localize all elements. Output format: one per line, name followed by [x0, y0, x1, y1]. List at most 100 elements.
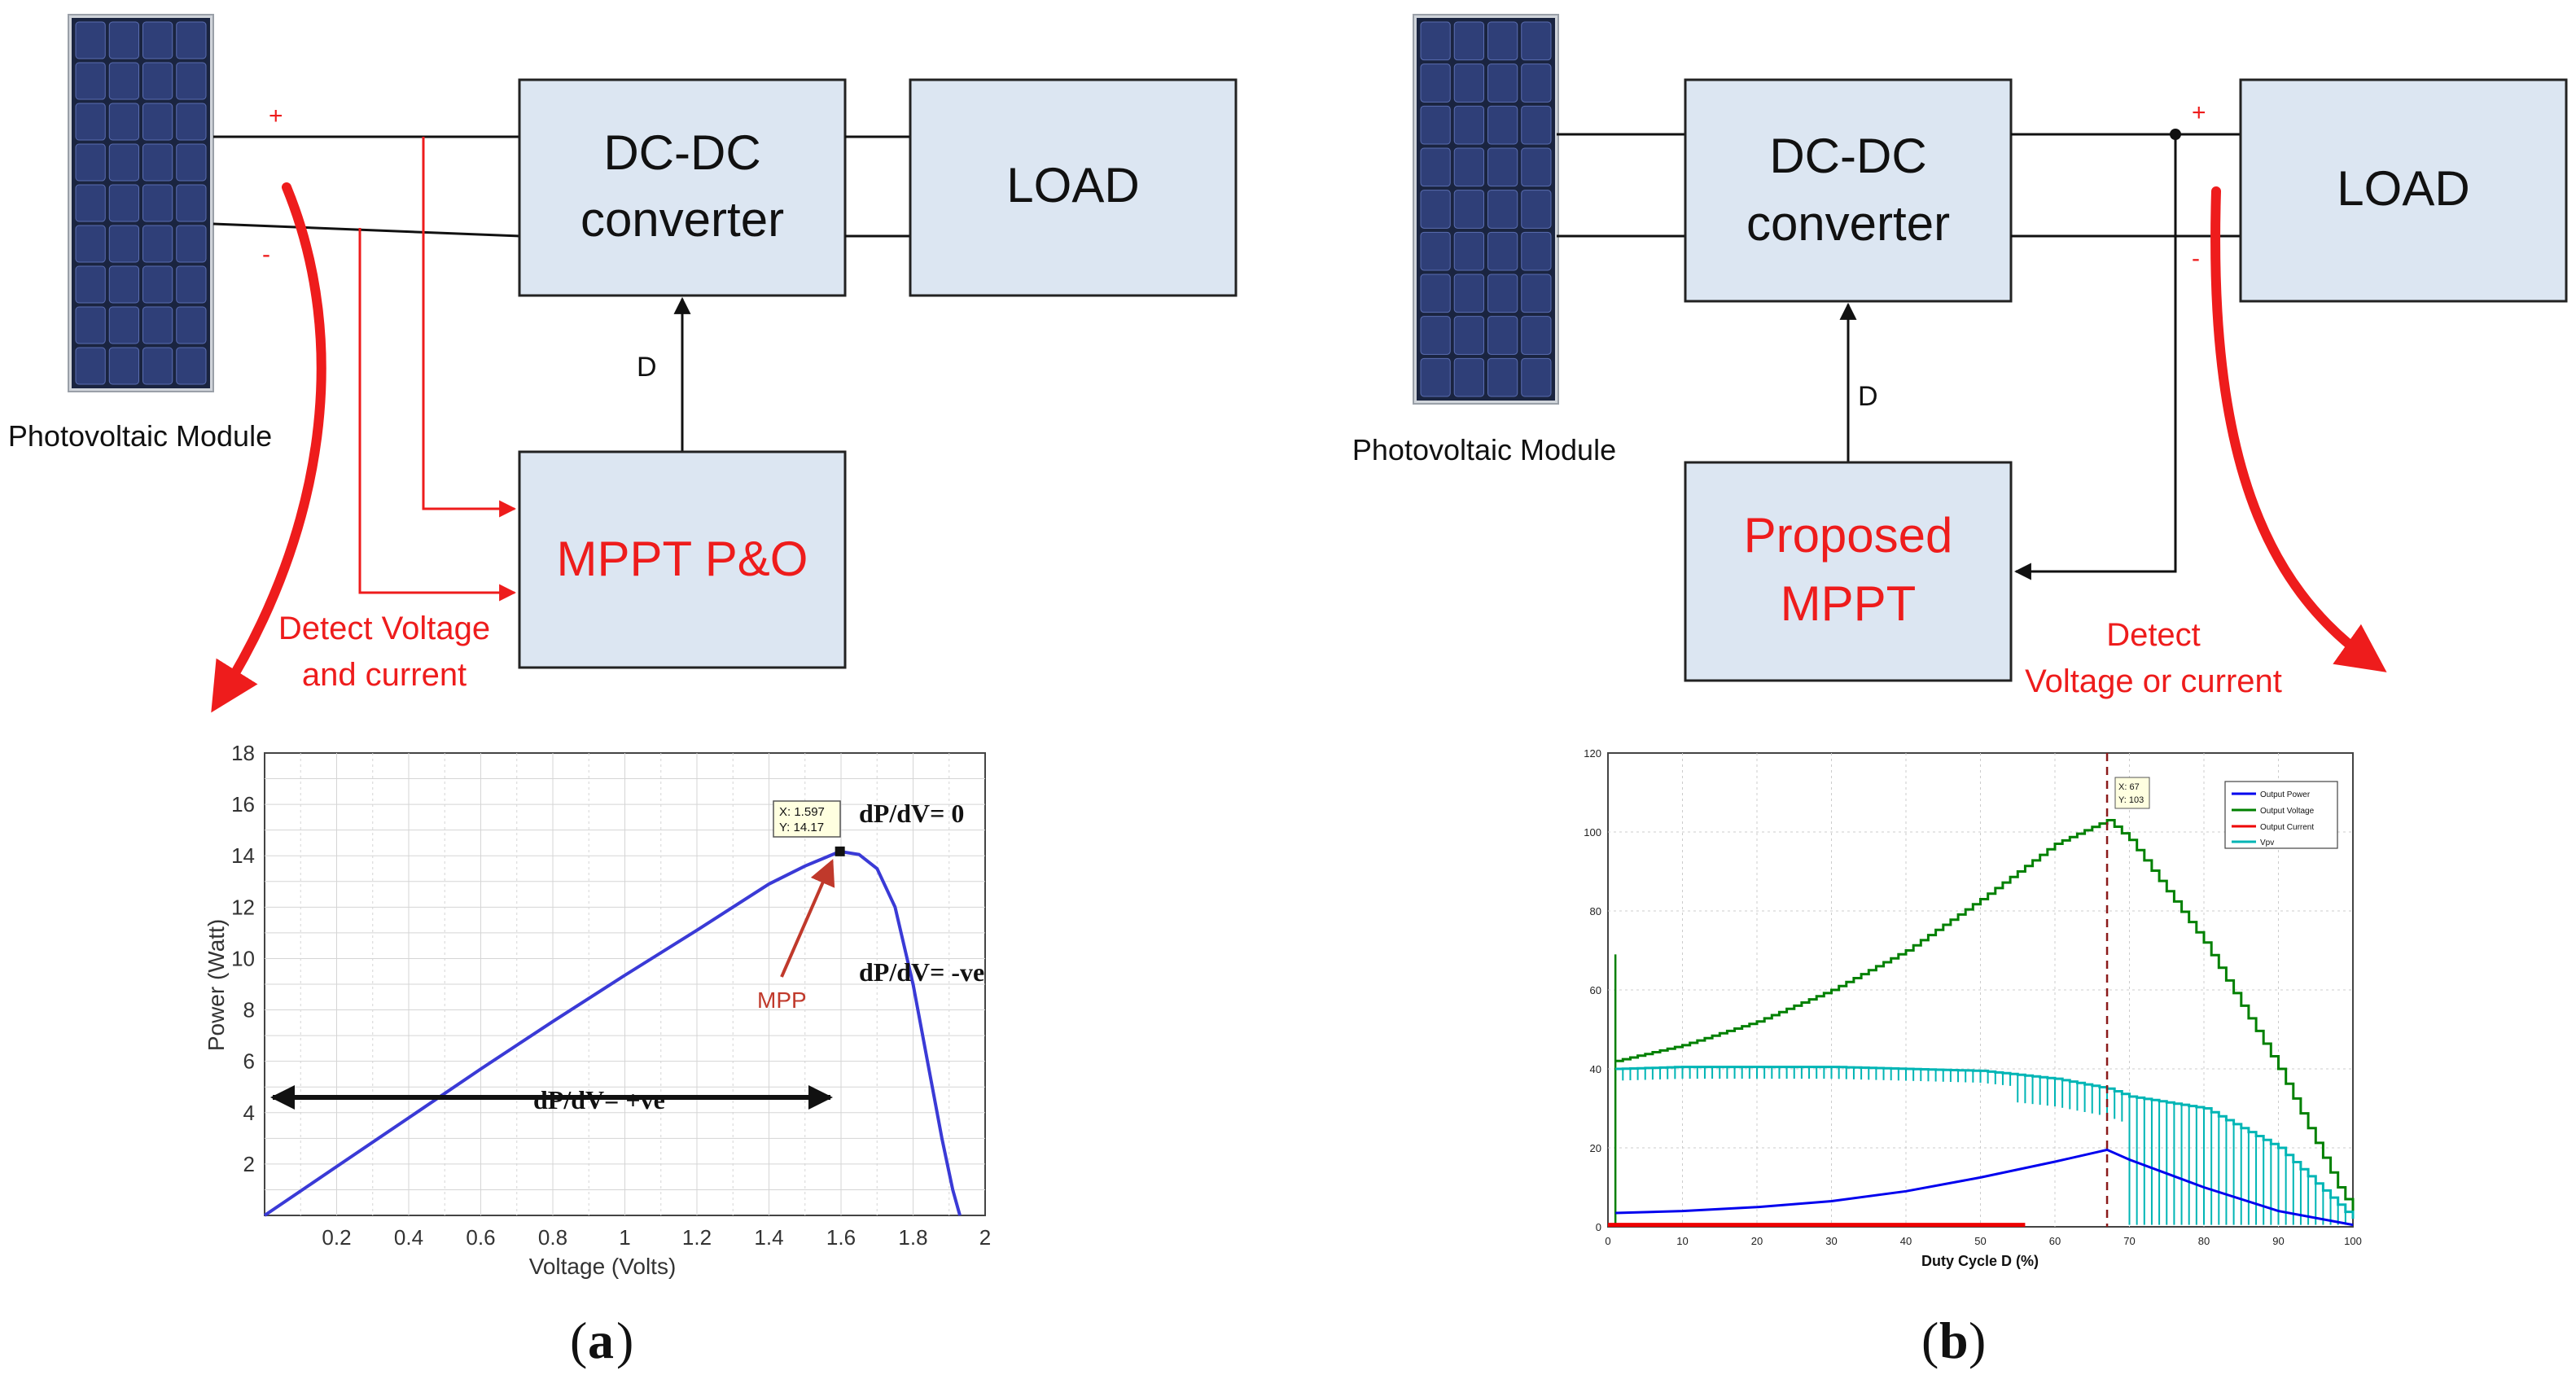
pv-module-a-cell: [75, 184, 106, 222]
y-tick-label: 12: [231, 895, 255, 919]
pv-module-b-cell: [1521, 274, 1552, 313]
pv-module-b-cell: [1487, 63, 1518, 103]
mpp-marker: [835, 846, 845, 856]
pv-module-a-cell: [75, 265, 106, 304]
x-tick-label: 1.8: [898, 1225, 927, 1250]
y-tick-label: 40: [1590, 1063, 1601, 1075]
y-tick-label: 14: [231, 843, 255, 868]
x-tick-label: 1.2: [682, 1225, 712, 1250]
pv-module-b-cell: [1521, 316, 1552, 355]
pv-module-a-cell: [142, 62, 173, 100]
pv-module-b-cell: [1521, 105, 1552, 145]
curved-arrow-b: [2210, 186, 2387, 672]
duty-label-a: D: [637, 352, 657, 383]
x-tick-label: 60: [2049, 1235, 2061, 1247]
series-vpv: [1615, 1066, 2355, 1219]
curved-arrow-a: [211, 182, 326, 713]
pv-module-a-cell: [176, 306, 207, 344]
pv-module-a-cell: [176, 143, 207, 182]
dc-dc-converter-box-a: [518, 78, 847, 297]
pv-curve-chart: 0.2 0.4 0.6 0.8 1 1.2 1.4 1.6 1.8 2 2 4 6 8 10 12 14 16 18…: [204, 741, 991, 1279]
load-label-a: LOAD: [1006, 158, 1139, 212]
pv-module-b-cell: [1420, 190, 1451, 229]
pv-module-a-cell: [108, 21, 139, 59]
pv-module-b-cell: [1453, 190, 1484, 229]
x-tick-label: 80: [2198, 1235, 2210, 1247]
pv-module-a-cell: [108, 103, 139, 141]
x-tick-label: 30: [1825, 1235, 1837, 1247]
pv-module-a-cell: [108, 184, 139, 222]
pv-module-a-cell: [176, 21, 207, 59]
caption-b-open-paren: (: [1921, 1311, 1939, 1369]
pv-module-b-cell: [1487, 190, 1518, 229]
pv-module-b-cell: [1521, 21, 1552, 61]
x-tick-label: 90: [2272, 1235, 2284, 1247]
pv-module-b-cell: [1487, 274, 1518, 313]
pv-module-a-cell: [108, 225, 139, 263]
load-label-b: LOAD: [2337, 161, 2469, 216]
pv-module-a-cell: [142, 347, 173, 385]
datatip-a-x: X: 1.597: [779, 805, 825, 819]
pv-module-a-cell: [176, 347, 207, 385]
chart-b-series: [1608, 819, 2355, 1228]
pv-curve-line: [263, 849, 962, 1217]
pv-module-a-cell: [176, 62, 207, 100]
pv-module-b-cell: [1521, 357, 1552, 397]
pv-module-a-cell: [176, 184, 207, 222]
mpp-pointer-arrow: [780, 859, 835, 978]
pv-module-a-cell: [142, 103, 173, 141]
x-tick-label: 1.4: [754, 1225, 783, 1250]
pv-module-b-cell: [1420, 63, 1451, 103]
x-tick-label: 1: [619, 1225, 630, 1250]
chart-b-ticks: 0 10 20 30 40 50 60 70 80 90 100 0 20 40 60 80 100 120: [1584, 747, 2362, 1247]
minus-sign-a: -: [262, 241, 270, 268]
y-tick-label: 8: [243, 998, 255, 1022]
pv-module-b-cell: [1420, 147, 1451, 187]
mppt-po-box-a: [518, 450, 847, 669]
x-tick-label: 0.6: [466, 1225, 495, 1250]
detect-label-line1-a: Detect Voltage: [278, 611, 490, 646]
pv-module-b-cell: [1453, 231, 1484, 271]
pv-module-a-cell: [108, 347, 139, 385]
pv-module-b: [1413, 14, 1559, 405]
panel-b-diagram: Photovoltaic Module DC-DC converter + - …: [1352, 14, 2568, 699]
converter-label-line2-a: converter: [580, 192, 784, 247]
legend-label-output-power: Output Power: [2260, 790, 2311, 799]
mpp-label: MPP: [757, 987, 807, 1013]
pv-module-a-cell: [176, 265, 207, 304]
x-tick-label: 100: [2344, 1235, 2362, 1247]
detect-label-line1-b: Detect: [2106, 617, 2201, 653]
x-tick-label: 20: [1751, 1235, 1763, 1247]
y-tick-label: 20: [1590, 1142, 1601, 1154]
datatip-b: X: 67 Y: 103: [2114, 777, 2150, 809]
proposed-mppt-line1-b: Proposed: [1744, 508, 1953, 563]
pv-module-b-cell: [1453, 147, 1484, 187]
slope-negative-label: dP/dV= -ve: [859, 957, 984, 987]
x-tick-label: 0.8: [538, 1225, 567, 1250]
pv-module-b-cell: [1453, 357, 1484, 397]
caption-a-close-paren: ): [616, 1311, 633, 1369]
pv-module-a-cell: [75, 347, 106, 385]
pv-module-a-cell: [75, 306, 106, 344]
y-tick-label: 18: [231, 741, 255, 765]
sense-wire-current-a: [358, 228, 517, 602]
pv-module-a-cell: [142, 306, 173, 344]
caption-b-close-paren: ): [1969, 1311, 1986, 1369]
x-tick-label: 40: [1900, 1235, 1912, 1247]
panel-a-diagram: Photovoltaic Module + - DC-DC converter …: [8, 14, 1238, 713]
datatip-b-box: [2114, 777, 2150, 809]
pv-module-a-cell: [108, 143, 139, 182]
x-tick-label: 1.6: [826, 1225, 856, 1250]
duty-cycle-chart: 0 10 20 30 40 50 60 70 80 90 100 0 20 40 60 80 100 120 X:…: [1584, 747, 2362, 1269]
pv-module-b-cell: [1521, 190, 1552, 229]
load-box-a: [909, 78, 1238, 297]
pv-module-b-cell: [1487, 357, 1518, 397]
pv-module-b-cell: [1420, 105, 1451, 145]
caption-b: ( b ): [1921, 1311, 1986, 1369]
legend-label-vpv: Vpv: [2260, 838, 2274, 847]
datatip-b-x: X: 67: [2118, 782, 2140, 792]
pv-module-b-cell: [1420, 357, 1451, 397]
x-tick-label: 50: [1974, 1235, 1986, 1247]
pv-module-b-cell: [1487, 21, 1518, 61]
